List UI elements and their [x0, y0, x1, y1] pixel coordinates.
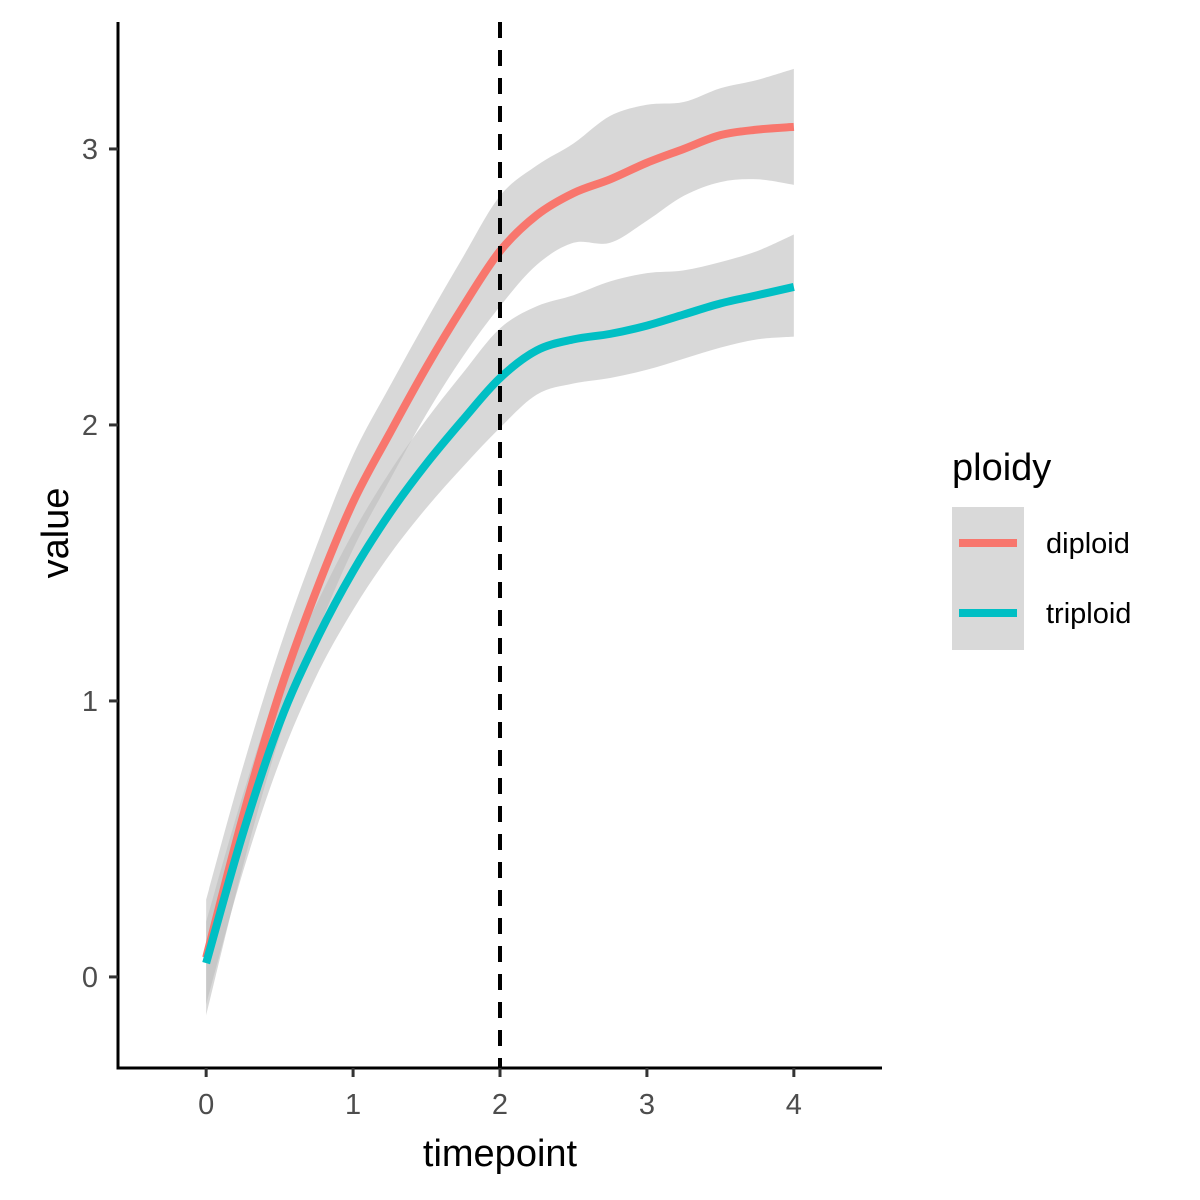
- y-tick-label: 2: [82, 410, 98, 442]
- series-lines: [202, 122, 795, 965]
- x-tick-label: 0: [198, 1089, 214, 1121]
- x-axis-title: timepoint: [423, 1133, 578, 1175]
- x-tick-label: 3: [639, 1089, 655, 1121]
- y-axis-ticks: 0 1 2 3: [82, 134, 118, 994]
- legend: ploidy diploid triploid: [952, 447, 1131, 650]
- y-tick-label: 1: [82, 686, 98, 718]
- line-triploid: [202, 283, 795, 965]
- x-tick-label: 4: [786, 1089, 802, 1121]
- line-diploid: [202, 122, 795, 959]
- y-axis-title: value: [35, 488, 77, 579]
- x-axis-ticks: 0 1 2 3 4: [198, 1068, 802, 1121]
- x-tick-label: 2: [492, 1089, 508, 1121]
- x-tick-label: 1: [345, 1089, 361, 1121]
- legend-label-diploid: diploid: [1046, 528, 1130, 560]
- legend-items: diploid triploid: [959, 528, 1131, 630]
- y-tick-label: 3: [82, 134, 98, 166]
- legend-title: ploidy: [952, 447, 1051, 489]
- legend-label-triploid: triploid: [1046, 598, 1131, 630]
- y-tick-label: 0: [82, 962, 98, 994]
- legend-key-background: [952, 507, 1024, 650]
